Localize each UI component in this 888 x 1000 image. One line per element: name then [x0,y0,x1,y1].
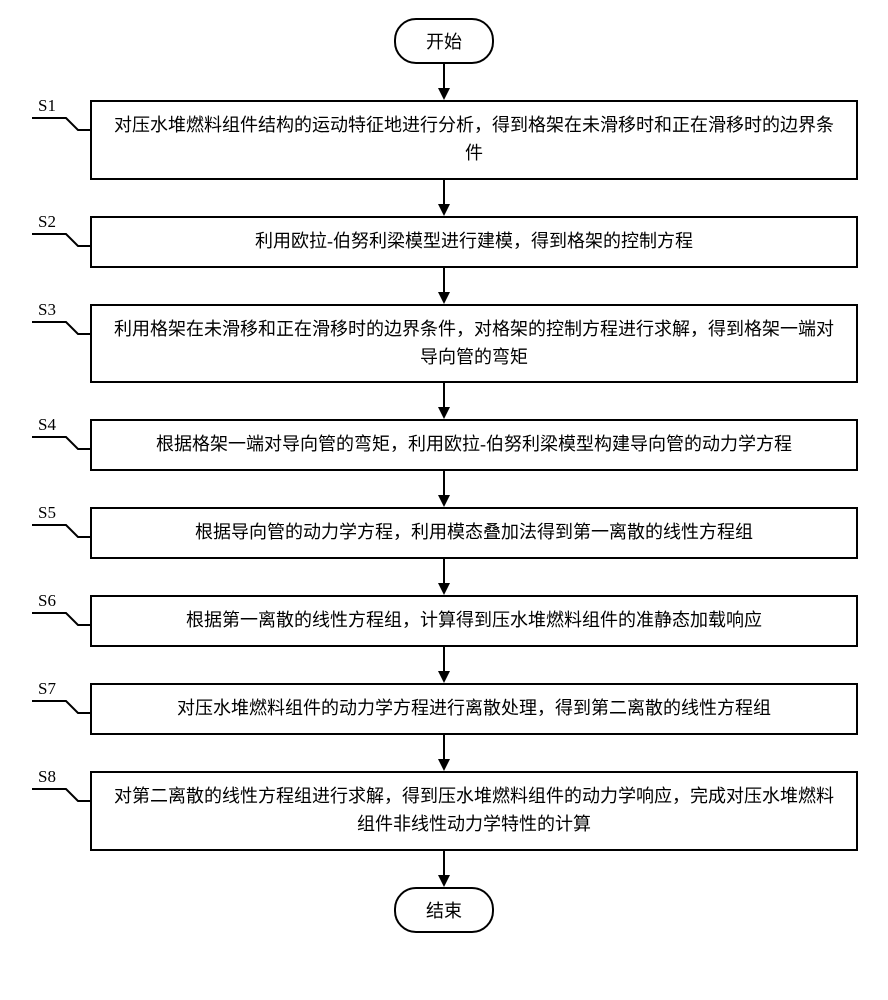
step-text: 根据格架一端对导向管的弯矩，利用欧拉-伯努利梁模型构建导向管的动力学方程 [156,431,792,459]
step-id: S8 [38,767,56,787]
process-box: 利用格架在未滑移和正在滑移时的边界条件，对格架的控制方程进行求解，得到格架一端对… [90,304,858,384]
step-text: 根据导向管的动力学方程，利用模态叠加法得到第一离散的线性方程组 [195,519,753,547]
label-connector-icon [30,611,90,641]
step-text: 利用格架在未滑移和正在滑移时的边界条件，对格架的控制方程进行求解，得到格架一端对… [106,316,842,372]
step-row: S6 根据第一离散的线性方程组，计算得到压水堆燃料组件的准静态加载响应 [30,595,858,647]
arrow [30,735,858,771]
arrow-down-icon [434,559,454,595]
step-id: S1 [38,96,56,116]
step-id: S2 [38,212,56,232]
arrow-down-icon [434,851,454,887]
end-label: 结束 [426,901,462,921]
arrow [30,559,858,595]
process-box: 利用欧拉-伯努利梁模型进行建模，得到格架的控制方程 [90,216,858,268]
step-row: S8 对第二离散的线性方程组进行求解，得到压水堆燃料组件的动力学响应，完成对压水… [30,771,858,851]
process-box: 根据格架一端对导向管的弯矩，利用欧拉-伯努利梁模型构建导向管的动力学方程 [90,419,858,471]
arrow [30,383,858,419]
arrow-down-icon [434,471,454,507]
arrow-down-icon [434,64,454,100]
step-text: 对第二离散的线性方程组进行求解，得到压水堆燃料组件的动力学响应，完成对压水堆燃料… [106,783,842,839]
arrow-down-icon [434,180,454,216]
start-label: 开始 [426,32,462,52]
step-id: S6 [38,591,56,611]
step-row: S5 根据导向管的动力学方程，利用模态叠加法得到第一离散的线性方程组 [30,507,858,559]
arrow [30,268,858,304]
step-row: S7 对压水堆燃料组件的动力学方程进行离散处理，得到第二离散的线性方程组 [30,683,858,735]
arrow-down-icon [434,647,454,683]
step-text: 对压水堆燃料组件的动力学方程进行离散处理，得到第二离散的线性方程组 [177,695,771,723]
arrow [30,851,858,887]
label-connector-icon [30,523,90,553]
arrow-down-icon [434,735,454,771]
arrow [30,471,858,507]
arrow-down-icon [434,268,454,304]
step-text: 利用欧拉-伯努利梁模型进行建模，得到格架的控制方程 [255,228,693,256]
flowchart-container: 开始 S1 对压水堆燃料组件结构的运动特征地进行分析，得到格架在未滑移时和正在滑… [30,18,858,933]
arrow [30,64,858,100]
step-row: S2 利用欧拉-伯努利梁模型进行建模，得到格架的控制方程 [30,216,858,268]
label-connector-icon [30,435,90,465]
label-connector-icon [30,787,90,817]
step-text: 对压水堆燃料组件结构的运动特征地进行分析，得到格架在未滑移时和正在滑移时的边界条… [106,112,842,168]
process-box: 对第二离散的线性方程组进行求解，得到压水堆燃料组件的动力学响应，完成对压水堆燃料… [90,771,858,851]
arrow [30,647,858,683]
step-id: S5 [38,503,56,523]
step-row: S4 根据格架一端对导向管的弯矩，利用欧拉-伯努利梁模型构建导向管的动力学方程 [30,419,858,471]
start-terminator: 开始 [394,18,494,64]
process-box: 对压水堆燃料组件的动力学方程进行离散处理，得到第二离散的线性方程组 [90,683,858,735]
label-connector-icon [30,116,90,146]
process-box: 根据导向管的动力学方程，利用模态叠加法得到第一离散的线性方程组 [90,507,858,559]
arrow-down-icon [434,383,454,419]
arrow [30,180,858,216]
step-row: S3 利用格架在未滑移和正在滑移时的边界条件，对格架的控制方程进行求解，得到格架… [30,304,858,384]
label-connector-icon [30,699,90,729]
step-text: 根据第一离散的线性方程组，计算得到压水堆燃料组件的准静态加载响应 [186,607,762,635]
label-connector-icon [30,232,90,262]
process-box: 对压水堆燃料组件结构的运动特征地进行分析，得到格架在未滑移时和正在滑移时的边界条… [90,100,858,180]
step-row: S1 对压水堆燃料组件结构的运动特征地进行分析，得到格架在未滑移时和正在滑移时的… [30,100,858,180]
label-connector-icon [30,320,90,350]
step-id: S3 [38,300,56,320]
process-box: 根据第一离散的线性方程组，计算得到压水堆燃料组件的准静态加载响应 [90,595,858,647]
step-id: S7 [38,679,56,699]
end-terminator: 结束 [394,887,494,933]
step-id: S4 [38,415,56,435]
